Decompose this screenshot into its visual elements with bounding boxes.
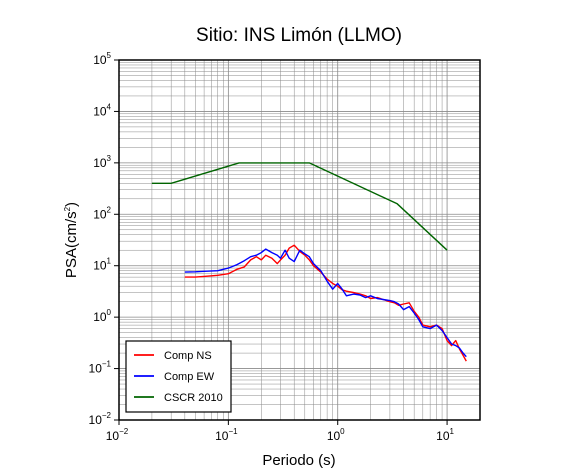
x-tick-label: 101 bbox=[436, 427, 454, 443]
x-tick-label: 100 bbox=[327, 427, 345, 443]
chart-title: Sitio: INS Limón (LLMO) bbox=[196, 25, 402, 46]
y-tick-label: 101 bbox=[93, 257, 111, 273]
plot-frame bbox=[118, 59, 481, 421]
y-tick-label: 104 bbox=[93, 102, 111, 118]
y-axis-label-sup: 2 bbox=[63, 206, 72, 211]
y-tick-label: 105 bbox=[93, 51, 111, 67]
y-tick-label: 103 bbox=[93, 154, 111, 170]
series-layer bbox=[151, 162, 467, 362]
series-line-3 bbox=[151, 162, 448, 251]
legend-label: CSCR 2010 bbox=[164, 392, 223, 404]
y-axis-label-base: PSA(cm/s bbox=[63, 211, 80, 278]
y-tick-label: 10−1 bbox=[89, 360, 112, 376]
x-tick-label: 10−2 bbox=[106, 427, 129, 443]
legend: Comp NS Comp EW CSCR 2010 bbox=[125, 340, 232, 413]
x-tick-label: 10−1 bbox=[215, 427, 238, 443]
y-tick-label: 102 bbox=[93, 205, 111, 221]
series-line-1 bbox=[184, 244, 467, 362]
series-line-2 bbox=[184, 248, 467, 358]
tick-labels: 10−2 10−1 100 101 10−2 10−1 100 101 102 103 104 105 bbox=[89, 51, 455, 443]
x-axis-label: Periodo (s) bbox=[262, 452, 335, 469]
y-tick-label: 100 bbox=[93, 308, 111, 324]
y-tick-label: 10−2 bbox=[89, 411, 112, 427]
legend-label: Comp EW bbox=[164, 371, 215, 383]
y-axis-label-end: ) bbox=[63, 202, 80, 207]
legend-label: Comp NS bbox=[164, 350, 212, 362]
y-axis-label: PSA(cm/s2) bbox=[63, 202, 80, 278]
